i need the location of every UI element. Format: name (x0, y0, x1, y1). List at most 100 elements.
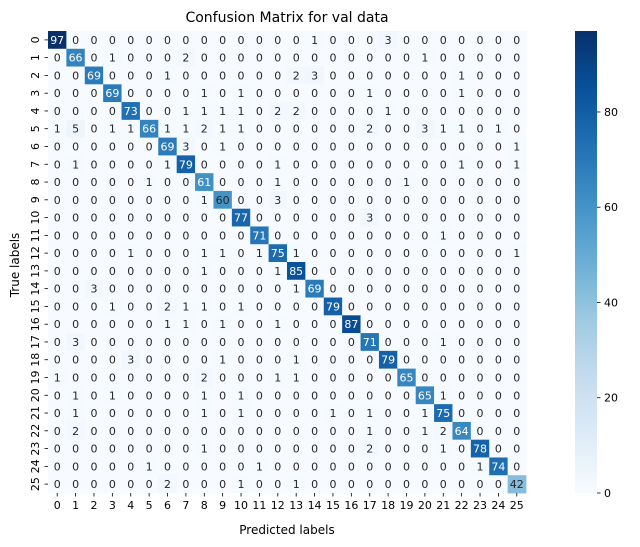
heatmap-cell (305, 102, 325, 121)
heatmap-cell (415, 66, 435, 85)
cell-value-label: 0 (440, 265, 447, 278)
heatmap-cell (397, 244, 417, 263)
y-tick-label: 12 (29, 246, 42, 260)
heatmap-cell (48, 208, 67, 227)
cell-value-label: 0 (311, 336, 318, 349)
heatmap-cell (231, 297, 251, 316)
cell-value-label: 0 (146, 52, 153, 65)
heatmap-cell (231, 48, 251, 67)
cell-value-label: 0 (256, 141, 263, 154)
heatmap-cell (158, 244, 178, 263)
y-tick-label: 11 (29, 228, 42, 242)
cell-value-label: 0 (477, 158, 484, 171)
heatmap-cell (470, 244, 490, 263)
heatmap-cell (397, 208, 417, 227)
heatmap-cell (84, 333, 104, 352)
heatmap-cell (84, 119, 104, 139)
heatmap-cell (158, 421, 178, 441)
x-tick-label: 11 (252, 499, 266, 512)
heatmap-cell (287, 48, 306, 67)
heatmap-cell (415, 226, 435, 245)
heatmap-cell (470, 48, 490, 67)
heatmap-cell (305, 457, 325, 476)
cell-value-label: 0 (366, 176, 373, 189)
cell-value-label: 0 (238, 34, 245, 47)
cell-value-label: 0 (311, 87, 318, 100)
cell-value-label: 1 (440, 123, 447, 136)
cell-value-label: 0 (403, 141, 410, 154)
heatmap-cell (360, 137, 380, 156)
heatmap-cell (342, 208, 361, 227)
heatmap-cell (213, 457, 233, 476)
heatmap-cell (84, 173, 104, 192)
heatmap-cell (139, 475, 159, 494)
heatmap-cell (489, 48, 509, 67)
cell-value-label: 0 (311, 176, 318, 189)
heatmap-cell (268, 244, 288, 263)
heatmap-cell (121, 119, 141, 139)
heatmap-cell (507, 350, 527, 370)
heatmap-cell (139, 421, 159, 441)
heatmap-cell (489, 190, 509, 210)
cell-value-label: 73 (124, 105, 138, 118)
heatmap-cell (342, 297, 361, 316)
cell-value-label: 0 (109, 229, 116, 242)
cell-value-label: 0 (458, 372, 465, 385)
cell-value-label: 0 (495, 34, 502, 47)
cell-value-label: 0 (348, 158, 355, 171)
heatmap-cell (507, 84, 527, 103)
heatmap-cell (397, 84, 417, 103)
y-tick-label: 17 (29, 335, 42, 349)
cell-value-label: 0 (182, 336, 189, 349)
heatmap-cell (434, 190, 453, 210)
cell-value-label: 0 (256, 478, 263, 491)
cell-value-label: 0 (421, 336, 428, 349)
heatmap-cell (121, 404, 141, 423)
cell-value-label: 0 (366, 52, 373, 65)
heatmap-cell (397, 475, 417, 494)
heatmap-cell (397, 66, 417, 85)
cell-value-label: 0 (348, 300, 355, 313)
cell-value-label: 0 (164, 389, 171, 402)
cell-value-label: 0 (366, 354, 373, 367)
heatmap-cell (415, 262, 435, 281)
heatmap-cell (323, 262, 343, 281)
heatmap-cell (250, 84, 270, 103)
heatmap-cell (48, 84, 67, 103)
cell-value-label: 0 (146, 87, 153, 100)
cell-value-label: 0 (256, 87, 263, 100)
cell-value-label: 0 (109, 265, 116, 278)
heatmap-cell (231, 137, 251, 156)
cell-value-label: 0 (256, 52, 263, 65)
heatmap-cell (470, 66, 490, 85)
cell-value-label: 0 (495, 389, 502, 402)
cell-value-label: 0 (366, 229, 373, 242)
cell-value-label: 0 (366, 300, 373, 313)
heatmap-cell (342, 333, 361, 352)
heatmap-cell (84, 155, 104, 174)
heatmap-cell (342, 119, 361, 139)
cell-value-label: 3 (72, 336, 79, 349)
cell-value-label: 0 (329, 229, 336, 242)
cell-value-label: 0 (513, 52, 520, 65)
cell-value-label: 0 (54, 336, 61, 349)
heatmap-cell (103, 333, 122, 352)
cell-value-label: 0 (72, 229, 79, 242)
cell-value-label: 0 (329, 87, 336, 100)
heatmap-cell (323, 244, 343, 263)
cell-value-label: 0 (293, 34, 300, 47)
cell-value-label: 0 (385, 265, 392, 278)
cell-value-label: 0 (403, 247, 410, 260)
heatmap-cell (158, 48, 178, 67)
cell-value-label: 0 (54, 407, 61, 420)
heatmap-cell (323, 119, 343, 139)
cell-value-label: 0 (458, 194, 465, 207)
cell-value-label: 69 (308, 283, 322, 296)
heatmap-cell (452, 119, 472, 139)
cell-value-label: 0 (385, 318, 392, 331)
x-tick-label: 4 (127, 499, 134, 512)
heatmap-cell (305, 315, 325, 334)
heatmap-cell (360, 244, 380, 263)
cell-value-label: 0 (348, 52, 355, 65)
heatmap-cell (158, 297, 178, 316)
